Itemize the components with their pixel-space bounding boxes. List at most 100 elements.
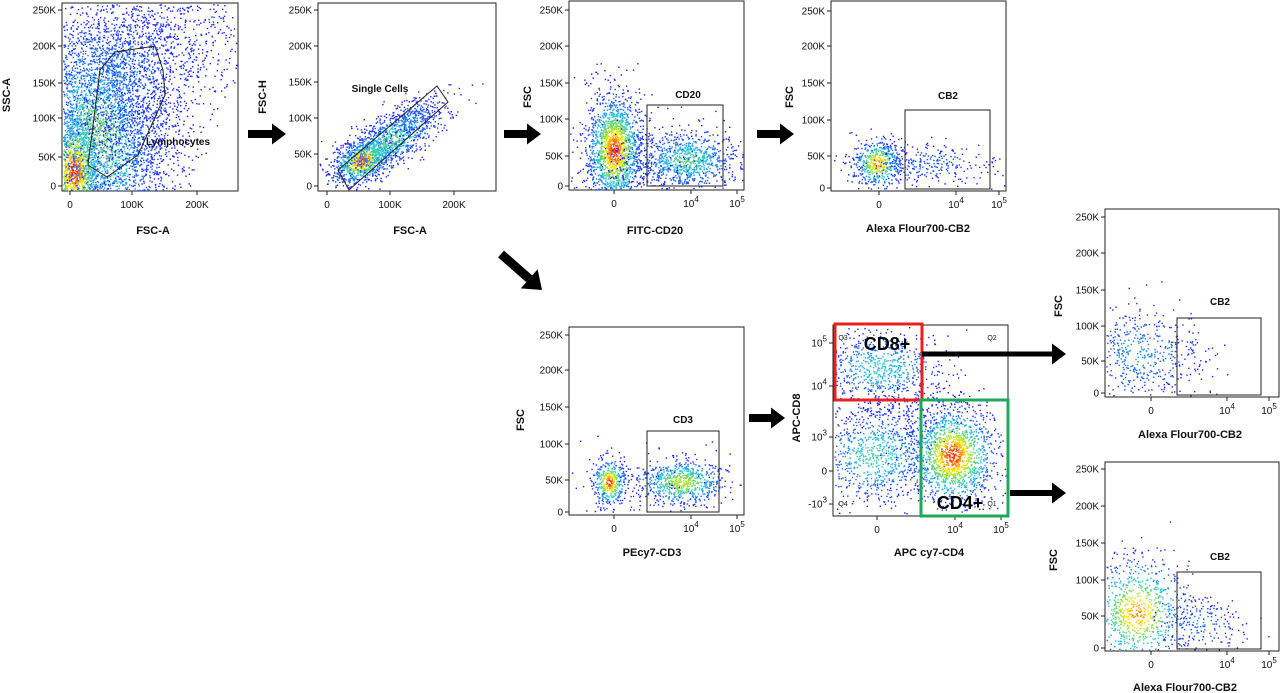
- event-dot: [90, 95, 91, 96]
- event-dot: [184, 62, 185, 63]
- event-dot: [100, 187, 101, 188]
- event-dot: [81, 48, 82, 49]
- event-dot: [96, 124, 97, 125]
- event-dot: [95, 177, 96, 178]
- event-dot: [115, 133, 116, 134]
- event-dot: [118, 65, 119, 66]
- event-dot: [184, 101, 185, 102]
- event-dot: [121, 57, 122, 58]
- event-dot: [107, 97, 108, 98]
- event-dot: [100, 108, 101, 109]
- event-dot: [147, 42, 148, 43]
- event-dot: [226, 26, 227, 27]
- event-dot: [139, 121, 140, 122]
- event-dot: [80, 160, 81, 161]
- event-dot: [80, 173, 81, 174]
- event-dot: [166, 99, 167, 100]
- event-dot: [183, 13, 184, 14]
- event-dot: [132, 166, 133, 167]
- event-dot: [92, 103, 93, 104]
- event-dot: [148, 14, 149, 15]
- event-dot: [151, 71, 152, 72]
- event-dot: [142, 106, 143, 107]
- event-dot: [146, 19, 147, 20]
- event-dot: [123, 108, 124, 109]
- event-dot: [132, 176, 133, 177]
- event-dot: [133, 115, 134, 116]
- event-dot: [93, 150, 94, 151]
- event-dot: [94, 37, 95, 38]
- event-dot: [117, 121, 118, 122]
- event-dot: [146, 18, 147, 19]
- event-dot: [108, 31, 109, 32]
- event-dot: [83, 45, 84, 46]
- event-dot: [104, 80, 105, 81]
- event-dot: [145, 17, 146, 18]
- event-dot: [115, 17, 116, 18]
- event-dot: [193, 169, 194, 170]
- event-dot: [147, 189, 148, 190]
- event-dot: [121, 173, 122, 174]
- event-dot: [97, 119, 98, 120]
- event-dot: [212, 87, 213, 88]
- event-dot: [142, 28, 143, 29]
- event-dot: [138, 104, 139, 105]
- event-dot: [70, 124, 71, 125]
- event-dot: [158, 126, 159, 127]
- event-dot: [97, 189, 98, 190]
- event-dot: [106, 114, 107, 115]
- event-dot: [112, 63, 113, 64]
- event-dot: [93, 74, 94, 75]
- event-dot: [134, 40, 135, 41]
- event-dot: [162, 126, 163, 127]
- event-dot: [130, 34, 131, 35]
- event-dot: [162, 105, 163, 106]
- event-dot: [207, 28, 208, 29]
- event-dot: [192, 169, 193, 170]
- event-dot: [81, 173, 82, 174]
- event-dot: [110, 113, 111, 114]
- event-dot: [90, 117, 91, 118]
- event-dot: [110, 8, 111, 9]
- event-dot: [160, 130, 161, 131]
- event-dot: [124, 41, 125, 42]
- event-dot: [90, 77, 91, 78]
- event-dot: [156, 30, 157, 31]
- event-dot: [129, 60, 130, 61]
- event-dot: [126, 169, 127, 170]
- event-dot: [129, 37, 130, 38]
- event-dot: [129, 149, 130, 150]
- event-dot: [94, 39, 95, 40]
- event-dot: [65, 152, 66, 153]
- event-dot: [121, 48, 122, 49]
- event-dot: [92, 120, 93, 121]
- event-dot: [146, 160, 147, 161]
- event-dot: [94, 134, 95, 135]
- event-dot: [131, 11, 132, 12]
- event-dot: [173, 170, 174, 171]
- event-dot: [112, 86, 113, 87]
- event-dot: [100, 92, 101, 93]
- event-dot: [81, 167, 82, 168]
- event-dot: [95, 114, 96, 115]
- event-dot: [215, 91, 216, 92]
- event-dot: [172, 54, 173, 55]
- event-dot: [95, 154, 96, 155]
- event-dot: [148, 118, 149, 119]
- event-dot: [71, 163, 72, 164]
- event-dot: [76, 42, 77, 43]
- event-dot: [108, 53, 109, 54]
- event-dot: [148, 90, 149, 91]
- event-dot: [111, 156, 112, 157]
- event-dot: [160, 72, 161, 73]
- event-dot: [152, 69, 153, 70]
- event-dot: [116, 58, 117, 59]
- event-dot: [110, 62, 111, 63]
- event-dot: [80, 168, 81, 169]
- event-dot: [95, 161, 96, 162]
- event-dot: [83, 158, 84, 159]
- event-dot: [152, 11, 153, 12]
- event-dot: [160, 70, 161, 71]
- event-dot: [213, 4, 214, 5]
- event-dot: [87, 131, 88, 132]
